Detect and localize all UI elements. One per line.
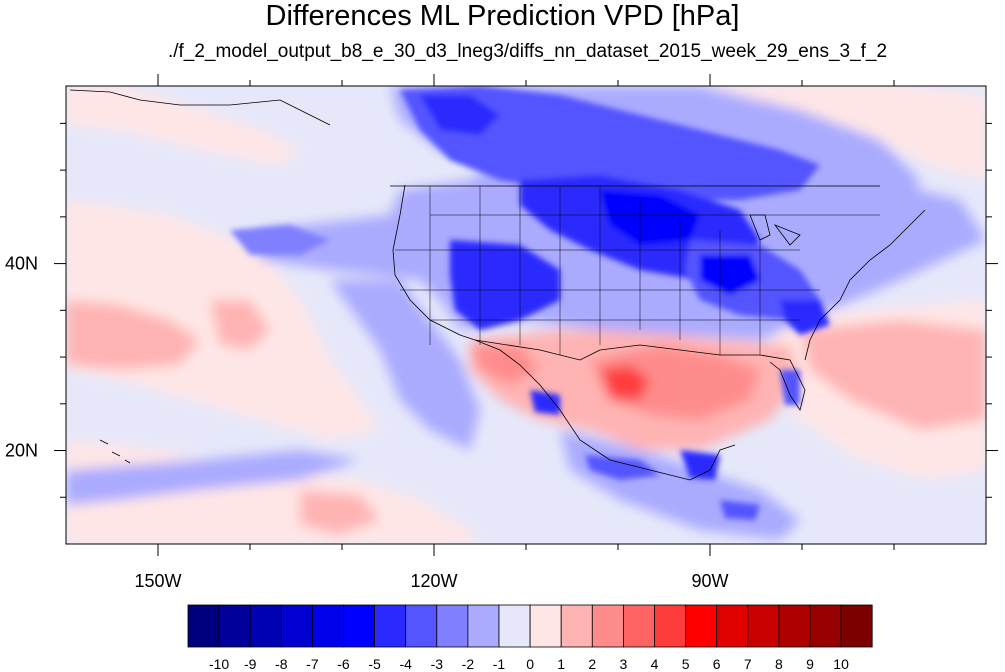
colorbar-label: -2 — [462, 656, 475, 672]
texas-gulf-red — [590, 345, 760, 420]
texas-hot-spot — [600, 365, 650, 400]
colorbar-label: -4 — [399, 656, 412, 672]
colorbar-swatch — [623, 604, 655, 648]
colorbar-label: -10 — [209, 656, 229, 672]
pacific-blue-patch — [230, 225, 330, 255]
state-boundaries-vertical — [429, 186, 761, 355]
colorbar-swatch — [467, 604, 500, 648]
colorbar-label: -8 — [275, 656, 288, 672]
colorbar-swatch — [685, 604, 718, 648]
atlantic-red — [800, 320, 986, 430]
midwest-darkest-blue — [700, 255, 760, 295]
carolina-blue — [780, 300, 830, 335]
coastlines-and-borders — [69, 89, 926, 481]
colorbar-swatch — [498, 604, 531, 648]
lon-tick-label: 90W — [691, 571, 728, 591]
colorbar-swatch — [187, 604, 220, 648]
colorbar-label: 10 — [833, 656, 849, 672]
us-west-coastline — [392, 184, 476, 341]
colorbar-label: -5 — [368, 656, 381, 672]
great-lakes-outline — [749, 214, 801, 246]
hawaii-islands — [99, 439, 131, 464]
vpd-difference-field — [66, 86, 986, 544]
colorbar-label: 0 — [526, 656, 534, 672]
colorbar-label: 8 — [775, 656, 783, 672]
colorbar-label: 5 — [682, 656, 690, 672]
map-subtitle: ./f_2_model_output_b8_e_30_d3_lneg3/diff… — [167, 41, 888, 62]
northwest-mexico-red — [470, 345, 540, 385]
colorbar-label: 2 — [588, 656, 596, 672]
yucatan-dark-blue — [680, 450, 720, 480]
colorbar-swatch — [343, 604, 376, 648]
alaska-coastline — [69, 89, 331, 126]
us-east-coastline — [804, 209, 926, 361]
colorbar-swatch — [249, 604, 282, 648]
florida-blue — [780, 370, 800, 405]
colorbar-label: -7 — [306, 656, 319, 672]
great-basin-dark-blue — [450, 240, 560, 330]
colorbar-swatch — [529, 604, 562, 648]
colorbar-swatch — [591, 604, 624, 648]
gulf-coastline — [599, 344, 806, 411]
lat-tick-label: 20N — [5, 441, 38, 461]
canada-blue — [400, 86, 820, 200]
colorbar-label: -6 — [337, 656, 350, 672]
colorbar-swatch — [560, 604, 593, 648]
colorbar-label: 6 — [713, 656, 721, 672]
colorbar-swatch — [840, 604, 873, 648]
central-america-blue — [720, 500, 760, 520]
south-pacific-red-patch — [300, 490, 380, 535]
map-title: Differences ML Prediction VPD [hPa] — [265, 0, 740, 32]
colorbar-swatch — [405, 604, 438, 648]
colorbar-swatch — [218, 604, 251, 648]
lon-tick-label: 150W — [134, 571, 181, 591]
state-boundaries-horizontal — [395, 214, 880, 321]
colorbar-label: -1 — [493, 656, 506, 672]
north-east-pale-red — [700, 86, 986, 180]
colorbar-label: 4 — [651, 656, 659, 672]
canada-dark-blue-west — [420, 95, 500, 135]
colorbar-label: 9 — [806, 656, 814, 672]
colorbar: -10 -9 -8 -7 -6 -5 -4 -3 -2 -1 0 1 2 3 4 5 6 7 8 9 10 — [187, 604, 873, 672]
colorbar-label: -3 — [431, 656, 444, 672]
lon-tick-label: 120W — [410, 571, 457, 591]
colorbar-swatch — [311, 604, 344, 648]
axis-ticks — [54, 74, 998, 556]
colorbar-swatch — [747, 604, 780, 648]
colorbar-swatch — [280, 604, 313, 648]
axis-tick-labels: 150W 120W 90W 40N 20N — [5, 254, 729, 591]
colorbar-swatch — [809, 604, 842, 648]
lat-tick-label: 40N — [5, 254, 38, 274]
colorbar-swatch — [436, 604, 469, 648]
colorbar-swatch — [374, 604, 407, 648]
tropical-pacific-light-blue — [66, 450, 360, 505]
north-pacific-pale-red — [66, 86, 300, 165]
colorbar-label: -9 — [244, 656, 257, 672]
colorbar-swatch — [778, 604, 811, 648]
colorbar-swatch — [654, 604, 687, 648]
colorbar-label: 1 — [557, 656, 565, 672]
mexico-west-coastline — [474, 339, 736, 481]
pacific-red-patch-west — [66, 300, 200, 370]
mexico-dark-blue — [530, 390, 560, 415]
eastern-pacific-blue-band — [330, 280, 480, 450]
upper-midwest-darkest-blue — [600, 190, 700, 245]
colorbar-label: 7 — [744, 656, 752, 672]
colorbar-label: 3 — [620, 656, 628, 672]
southern-mexico-blue — [585, 455, 660, 480]
colorbar-swatch — [716, 604, 749, 648]
pacific-red-patch-center — [210, 300, 270, 350]
